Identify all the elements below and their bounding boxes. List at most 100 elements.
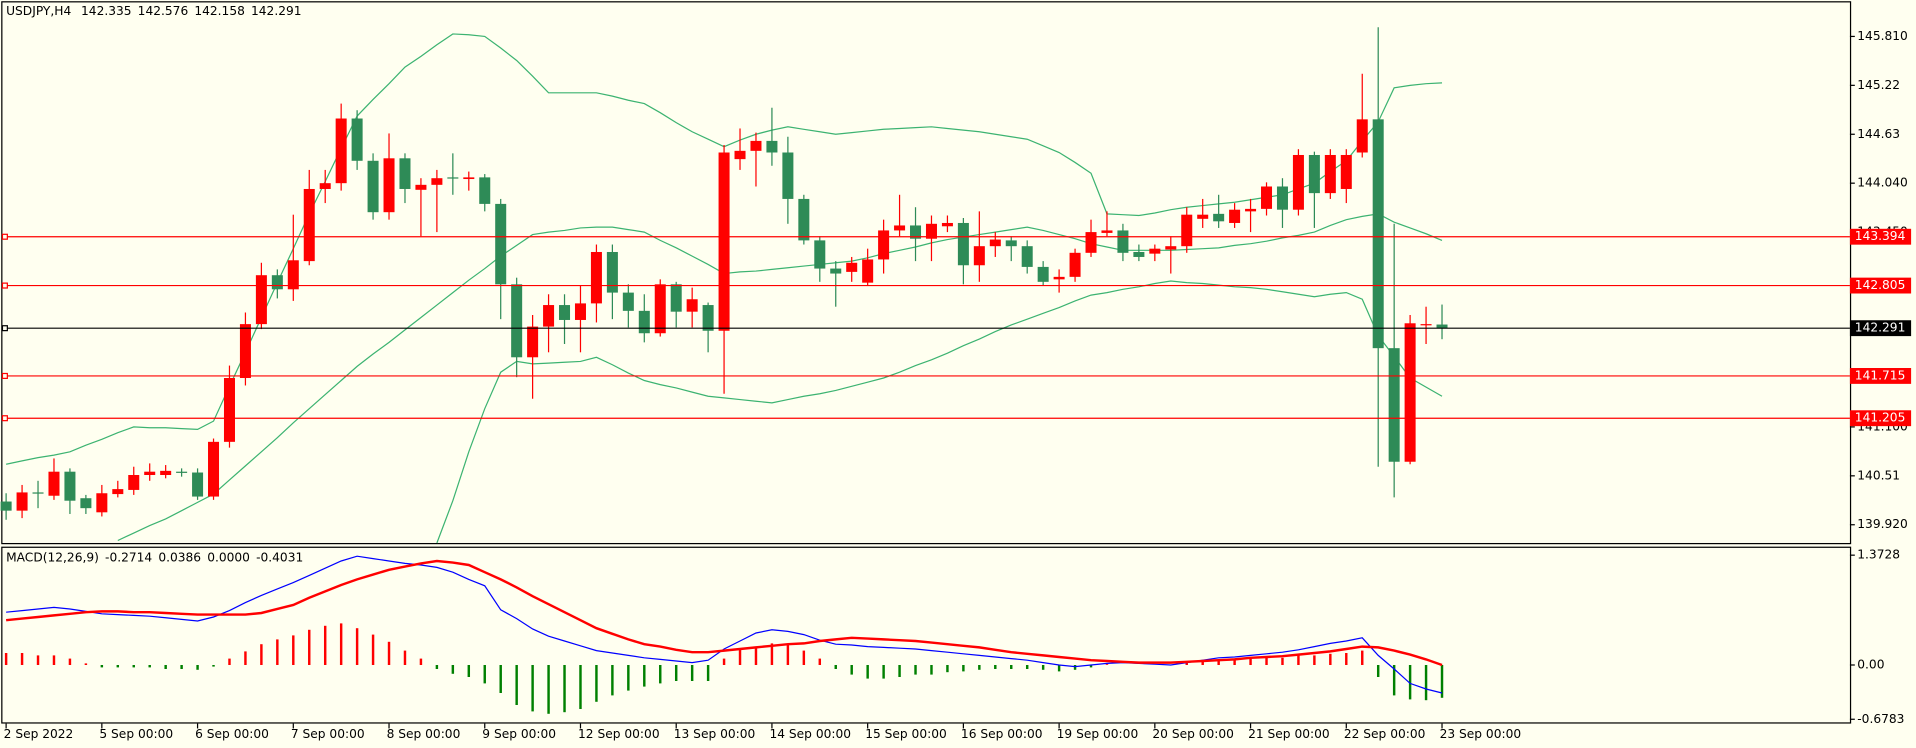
x-tick-label: 9 Sep 00:00 — [482, 727, 556, 741]
candle-body — [559, 305, 571, 320]
x-tick-label: 13 Sep 00:00 — [674, 727, 756, 741]
x-tick-label: 16 Sep 00:00 — [961, 727, 1043, 741]
x-tick-label: 8 Sep 00:00 — [387, 727, 461, 741]
indicator-line — [436, 280, 1443, 544]
candle-body — [1261, 186, 1273, 209]
level-anchor — [1, 325, 8, 332]
y-tick-label: 1.3728 — [1857, 548, 1900, 562]
candle-body — [941, 222, 953, 227]
candle-body — [223, 378, 235, 442]
level-anchor — [1, 372, 8, 379]
candle-body — [957, 222, 969, 266]
candle-body — [1404, 323, 1416, 462]
candle-body — [160, 470, 172, 476]
y-tick-label: 0.00 — [1857, 658, 1884, 672]
candle-body — [463, 177, 475, 180]
x-tick-label: 14 Sep 00:00 — [769, 727, 851, 741]
y-tick-label: -0.6783 — [1857, 712, 1904, 726]
x-tick-label: 22 Sep 00:00 — [1344, 727, 1426, 741]
candle-body — [192, 472, 204, 497]
candle-body — [734, 150, 746, 160]
candle-body — [415, 184, 427, 190]
candle-body — [511, 284, 523, 358]
candle-body — [670, 284, 682, 312]
candle-body — [80, 498, 92, 509]
candle-body — [447, 177, 459, 179]
candle-body — [1085, 232, 1097, 253]
candle-body — [32, 492, 44, 494]
x-tick-label: 20 Sep 00:00 — [1152, 727, 1234, 741]
candle-body — [1372, 119, 1384, 349]
candle-body — [112, 489, 124, 495]
candle-body — [335, 118, 347, 184]
candle-body — [686, 299, 698, 312]
level-label-box — [1849, 277, 1912, 294]
level-label: 141.715 — [1855, 368, 1906, 382]
candle-body — [48, 471, 60, 496]
candle-body — [750, 140, 762, 151]
candle-body — [1021, 246, 1033, 267]
macd-header: MACD(12,26,9) -0.2714 0.0386 0.0000 -0.4031 — [6, 550, 303, 564]
candle-body — [814, 240, 826, 269]
candle-body — [271, 275, 283, 290]
macd-value: -0.2714 — [105, 550, 152, 564]
candle-body — [255, 275, 267, 325]
symbol: USDJPY,H4 — [6, 3, 71, 17]
level-label-box — [1849, 320, 1912, 337]
level-anchor — [1, 282, 8, 289]
candle-body — [431, 178, 443, 185]
candle-body — [543, 305, 555, 327]
level-label: 141.205 — [1855, 411, 1906, 425]
candle-body — [1133, 251, 1145, 257]
candle-body — [1005, 240, 1017, 247]
candle-body — [208, 441, 220, 497]
level-label-box — [1849, 228, 1912, 245]
last-open: 142.335 — [81, 3, 132, 17]
last-low: 142.158 — [194, 3, 245, 17]
candle-body — [1308, 154, 1320, 194]
candle-body — [782, 152, 794, 199]
level-anchor — [1, 233, 8, 240]
candle-body — [1324, 154, 1336, 194]
macd-title: MACD(12,26,9) — [6, 550, 99, 564]
candle-body — [1181, 214, 1193, 247]
candle-body — [1340, 154, 1352, 189]
x-tick-label: 7 Sep 00:00 — [291, 727, 365, 741]
macd-panel — [1, 546, 1852, 724]
candle-body — [766, 140, 778, 153]
candle-body — [989, 239, 1001, 247]
candle-body — [1292, 154, 1304, 210]
candle-body — [1037, 266, 1049, 282]
level-label-box — [1849, 368, 1912, 384]
level-anchor — [1, 415, 8, 422]
candle-body — [16, 492, 28, 511]
candle-body — [1436, 324, 1448, 329]
candle-body — [702, 305, 714, 331]
candle-body — [367, 160, 379, 213]
candle-body — [1245, 208, 1257, 212]
candle-body — [798, 198, 810, 241]
candle-body — [0, 501, 12, 511]
candle-body — [973, 246, 985, 266]
candle-body — [96, 493, 108, 513]
candle-body — [590, 251, 602, 304]
y-tick-label: 145.22 — [1857, 78, 1900, 92]
candle-body — [239, 324, 251, 379]
x-tick-label: 19 Sep 00:00 — [1057, 727, 1139, 741]
macd-value: 0.0000 — [207, 550, 250, 564]
candle-body — [1101, 230, 1113, 233]
candle-body — [527, 326, 539, 358]
x-tick-label: 23 Sep 00:00 — [1440, 727, 1522, 741]
candle-body — [287, 260, 299, 290]
candle-body — [1276, 186, 1288, 210]
y-tick-label: 144.040 — [1857, 176, 1908, 190]
last-high: 142.576 — [138, 3, 189, 17]
candle-body — [638, 310, 650, 334]
candle-body — [894, 225, 906, 231]
y-tick-label: 139.920 — [1857, 517, 1908, 531]
candle-body — [351, 118, 363, 161]
y-tick-label: 144.63 — [1857, 127, 1900, 141]
